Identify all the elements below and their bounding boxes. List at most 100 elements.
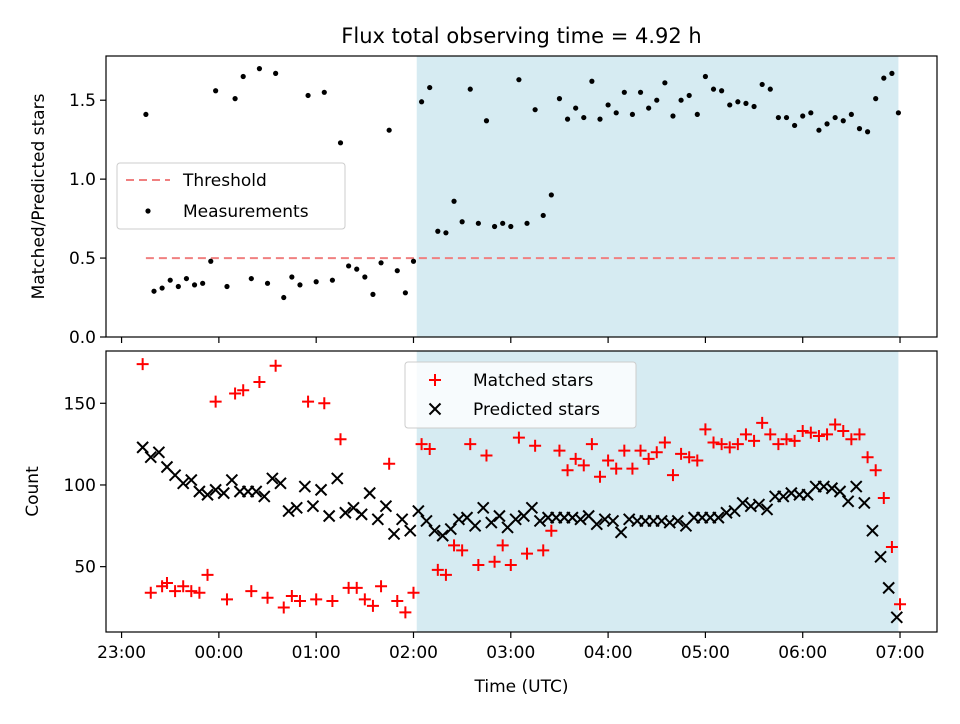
measurement-point (540, 212, 546, 219)
measurement-point (264, 280, 271, 286)
predicted-star-point (266, 472, 279, 485)
predicted-star-point (882, 581, 895, 595)
measurement-point (427, 84, 433, 91)
matched-star-point (169, 585, 182, 598)
predicted-star-point (468, 519, 482, 533)
measurement-point (337, 140, 344, 146)
predicted-star-point (428, 524, 441, 537)
matched-star-point (618, 444, 631, 457)
predicted-star-point (201, 488, 214, 501)
matched-star-point (415, 438, 428, 451)
measurement-point (808, 110, 814, 116)
predicted-star-point (436, 529, 449, 542)
measurement-point (281, 294, 287, 301)
matched-star-point (285, 590, 298, 603)
legend-measurements-swatch (145, 208, 151, 214)
measurement-point (508, 223, 514, 230)
ratio-panel: 0.0 0.5 1.0 1.5 Matched/Predicted stars Thr… (29, 55, 938, 348)
measurement-point (816, 127, 822, 133)
matched-star-point (464, 438, 477, 451)
matched-star-point (383, 457, 396, 470)
matched-star-point (821, 428, 834, 441)
predicted-star-point (225, 473, 239, 487)
matched-star-point (772, 438, 785, 451)
x-tick-label: 02:00 (389, 643, 438, 663)
predicted-star-point (420, 514, 433, 528)
measurement-point (800, 113, 806, 119)
measurement-point (654, 97, 660, 103)
predicted-star-point (193, 485, 206, 498)
figure-title: Flux total observing time = 4.92 h (341, 24, 701, 48)
predicted-star-point (314, 483, 328, 497)
legend-x-marker (428, 402, 442, 416)
predicted-star-point (379, 499, 393, 513)
matched-star-point (829, 418, 842, 431)
predicted-star-point (217, 486, 230, 500)
matched-star-point (302, 395, 315, 408)
matched-star-point (553, 444, 566, 457)
matched-star-point (504, 559, 517, 572)
predicted-star-point (290, 501, 303, 515)
count-marks (136, 358, 907, 624)
matched-star-point (691, 454, 704, 467)
matched-star-point (658, 436, 671, 449)
matched-star-point (780, 433, 793, 446)
measurement-point (410, 258, 417, 264)
measurement-point (840, 118, 846, 124)
matched-star-point (326, 594, 339, 607)
measurement-point (727, 102, 733, 108)
predicted-star-point (874, 550, 887, 564)
matched-star-point (136, 358, 149, 371)
predicted-star-point (493, 509, 506, 523)
matched-star-point (177, 580, 190, 593)
count-legend: Matched stars Predicted stars (404, 361, 637, 429)
measurement-point (621, 89, 627, 95)
ratio-y-tick-label: 0.5 (69, 249, 96, 269)
measurement-point (775, 114, 781, 121)
legend-plus-marker (429, 374, 441, 386)
predicted-star-point (533, 514, 547, 528)
matched-star-point (160, 576, 173, 589)
predicted-star-point (347, 501, 360, 515)
matched-star-point (569, 452, 582, 465)
matched-star-point (456, 544, 469, 557)
matched-star-point (277, 601, 290, 614)
measurement-point (516, 77, 522, 83)
ratio-y-tick-label: 0.0 (69, 328, 96, 348)
matched-star-point (512, 431, 525, 444)
predicted-star-point (574, 513, 587, 526)
matched-star-point (666, 469, 679, 482)
measurement-point (581, 114, 587, 121)
matched-star-point (642, 452, 655, 465)
predicted-star-point (777, 490, 790, 503)
matched-star-point (237, 384, 250, 397)
matched-star-point (261, 591, 274, 604)
predicted-star-point (712, 511, 725, 524)
matched-star-point (585, 438, 598, 451)
measurement-point (719, 88, 725, 94)
matched-star-point (488, 555, 501, 568)
predicted-star-point (387, 527, 401, 541)
matched-star-point (529, 439, 542, 452)
count-legend-box (404, 361, 637, 429)
predicted-star-point (185, 473, 198, 487)
matched-star-point (144, 586, 157, 599)
measurement-point (759, 81, 765, 88)
measurement-point (662, 80, 668, 86)
predicted-star-point (485, 516, 498, 529)
measurement-point (435, 228, 441, 234)
predicted-star-point (760, 503, 774, 516)
measurement-point (354, 266, 360, 272)
measurement-point (362, 274, 368, 280)
predicted-star-point (404, 524, 417, 537)
x-tick-label: 00:00 (194, 643, 243, 663)
predicted-star-point (614, 526, 628, 539)
matched-star-point (707, 436, 720, 449)
matched-star-point (869, 464, 882, 477)
measurement-point (832, 114, 838, 121)
measurement-point (702, 73, 709, 80)
measurement-point (159, 285, 165, 291)
legend-threshold-label: Threshold (182, 171, 267, 191)
matched-star-point (521, 547, 534, 560)
measurement-point (483, 118, 490, 124)
